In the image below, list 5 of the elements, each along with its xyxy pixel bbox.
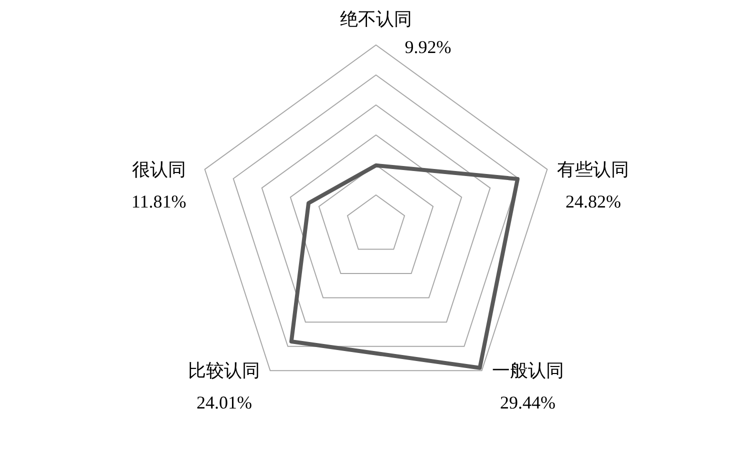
spoke-label: 有些认同 24.82% xyxy=(557,159,630,212)
spoke-label: 比较认同 24.01% xyxy=(188,360,260,413)
spoke-label: 一般认同 29.44% xyxy=(492,360,564,413)
spoke-label: 很认同 11.81% xyxy=(131,159,186,212)
spoke-label: 绝不认同 9.92% xyxy=(340,9,452,57)
